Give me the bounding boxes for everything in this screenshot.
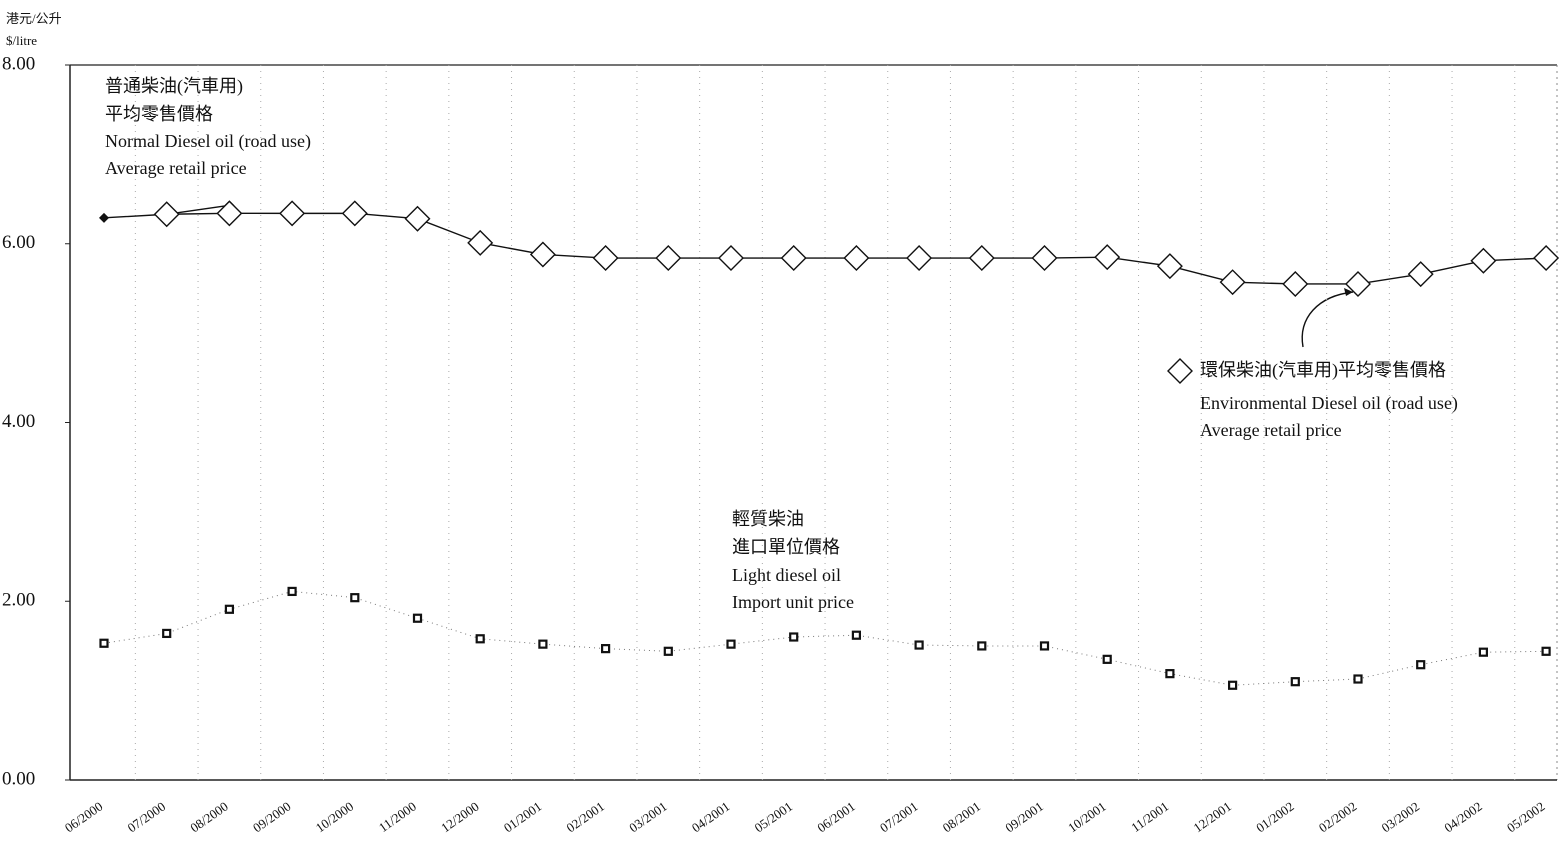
series-label: Light diesel oil — [732, 565, 841, 585]
x-tick-label: 06/2001 — [814, 799, 858, 836]
y-tick-label: 0.00 — [2, 768, 35, 789]
marker — [1470, 247, 1497, 274]
x-tick-label: 04/2001 — [689, 799, 733, 836]
marker — [600, 644, 611, 654]
x-tick-label: 06/2000 — [62, 799, 106, 836]
marker — [1290, 677, 1300, 687]
x-tick-label: 11/2000 — [376, 799, 419, 835]
marker — [341, 200, 368, 227]
x-tick-label: 03/2001 — [626, 799, 670, 836]
marker — [153, 201, 180, 228]
marker — [216, 200, 243, 227]
x-tick-label: 03/2002 — [1379, 799, 1423, 836]
y-tick-label: 2.00 — [2, 590, 35, 611]
marker — [906, 245, 933, 272]
marker — [1031, 245, 1058, 272]
marker — [718, 245, 744, 272]
y-tick-label: 4.00 — [2, 411, 35, 432]
marker — [538, 639, 548, 649]
annotation-arrowhead — [1344, 288, 1353, 296]
marker — [977, 641, 987, 651]
x-tick-label: 01/2002 — [1253, 799, 1297, 836]
marker — [467, 229, 494, 256]
x-tick-label: 07/2001 — [877, 799, 921, 836]
marker — [789, 632, 799, 642]
marker — [726, 639, 736, 649]
marker — [1039, 641, 1050, 651]
marker — [350, 593, 360, 603]
marker — [162, 628, 172, 639]
marker — [529, 241, 556, 268]
marker — [279, 200, 306, 227]
marker — [1219, 269, 1246, 296]
x-tick-label: 08/2000 — [187, 799, 231, 836]
label-marker — [1167, 358, 1193, 384]
y-axis-label: 港元/公升 — [6, 11, 62, 26]
marker — [914, 640, 924, 650]
x-tick-label: 01/2001 — [501, 799, 545, 836]
x-tick-label: 09/2001 — [1002, 799, 1046, 836]
marker — [843, 245, 870, 272]
x-tick-label: 02/2002 — [1316, 799, 1360, 836]
series-label: 進口單位價格 — [732, 537, 840, 557]
marker — [592, 245, 619, 272]
y-tick-label: 8.00 — [2, 53, 35, 74]
series-label: Environmental Diesel oil (road use) — [1200, 393, 1458, 414]
marker — [968, 245, 995, 272]
y-axis-label: $/litre — [6, 33, 37, 48]
x-tick-label: 04/2002 — [1441, 799, 1485, 836]
x-tick-label: 08/2001 — [940, 799, 984, 836]
marker — [475, 634, 485, 644]
x-tick-label: 02/2001 — [564, 799, 608, 836]
marker — [404, 205, 431, 232]
marker — [1353, 674, 1363, 684]
marker — [1282, 270, 1309, 297]
marker — [287, 586, 297, 597]
marker — [1416, 660, 1426, 670]
marker — [851, 630, 862, 640]
marker — [224, 604, 234, 614]
x-tick-label: 11/2001 — [1128, 799, 1171, 835]
marker — [1102, 654, 1112, 664]
series-label: 普通柴油(汽車用) — [105, 76, 243, 97]
marker — [655, 245, 682, 272]
x-tick-label: 10/2000 — [313, 799, 357, 836]
marker — [99, 212, 109, 223]
marker — [1156, 253, 1183, 280]
marker — [1345, 270, 1371, 297]
marker — [663, 646, 673, 656]
series-label: 環保柴油(汽車用)平均零售價格 — [1200, 360, 1446, 381]
x-tick-label: 12/2001 — [1191, 799, 1235, 836]
x-tick-label: 12/2000 — [438, 799, 482, 836]
x-tick-label: 05/2001 — [752, 799, 796, 836]
marker — [780, 245, 807, 272]
marker — [1227, 680, 1238, 690]
marker — [1407, 261, 1434, 288]
marker — [1478, 647, 1489, 657]
series-label: Average retail price — [105, 158, 247, 178]
series-label: Average retail price — [1200, 420, 1342, 440]
series-label: Import unit price — [732, 592, 854, 612]
series-label: Normal Diesel oil (road use) — [105, 131, 311, 152]
annotation-arrow — [1301, 291, 1354, 348]
y-tick-label: 6.00 — [2, 232, 35, 253]
marker — [1094, 244, 1121, 271]
series-label: 平均零售價格 — [105, 104, 213, 124]
marker — [412, 613, 423, 623]
x-tick-label: 05/2002 — [1504, 799, 1548, 836]
marker — [1165, 669, 1175, 679]
x-tick-label: 09/2000 — [250, 799, 294, 836]
marker — [99, 638, 109, 648]
series-label: 輕質柴油 — [732, 509, 804, 529]
marker — [1533, 245, 1560, 272]
x-tick-label: 10/2001 — [1065, 799, 1109, 836]
x-tick-label: 07/2000 — [125, 799, 169, 836]
marker — [1541, 646, 1551, 656]
